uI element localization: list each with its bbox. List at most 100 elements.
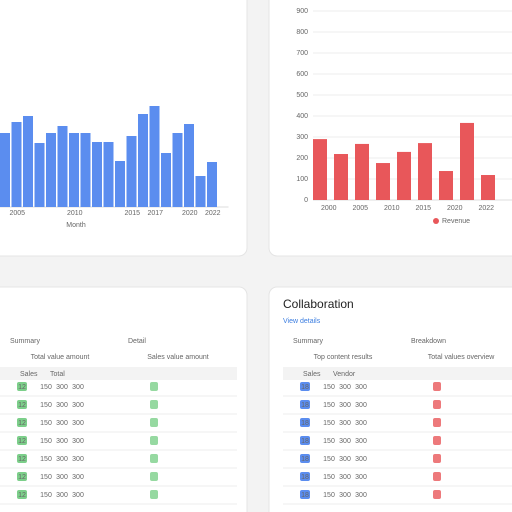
column-header: Total values overview (428, 354, 495, 361)
cell: 300 (72, 384, 84, 391)
cell: 300 (72, 456, 84, 463)
y-tick-label: 800 (296, 29, 308, 36)
x-tick-label: 2020 (447, 205, 463, 212)
badge (300, 472, 310, 481)
cell: 300 (56, 474, 68, 481)
bar (11, 122, 22, 207)
cell: 300 (339, 384, 351, 391)
badge (300, 382, 310, 391)
axis-label: Month (66, 222, 86, 229)
bar (376, 163, 390, 200)
badge (17, 400, 27, 409)
cell: 300 (355, 420, 367, 427)
bar (103, 142, 114, 207)
cell: 300 (355, 402, 367, 409)
badge (300, 454, 310, 463)
link[interactable]: View details (283, 318, 321, 325)
cell: 300 (72, 420, 84, 427)
badge (150, 490, 158, 499)
cell: 18 (301, 420, 309, 427)
cell: 18 (301, 456, 309, 463)
badge (433, 400, 441, 409)
row-header: Sales (20, 371, 38, 378)
section-label: Summary (293, 338, 323, 345)
cell: 300 (72, 402, 84, 409)
cell: 300 (339, 474, 351, 481)
badge (17, 472, 27, 481)
bar (138, 114, 148, 207)
cell: 150 (40, 420, 52, 427)
legend-swatch (433, 218, 439, 224)
cell: 12 (18, 456, 26, 463)
bar (207, 162, 217, 207)
bar (69, 133, 79, 207)
badge (17, 382, 27, 391)
x-tick-label: 2022 (478, 205, 494, 212)
y-tick-label: 200 (296, 155, 308, 162)
cell: 300 (56, 438, 68, 445)
card (0, 286, 248, 512)
cell: 300 (339, 492, 351, 499)
badge (150, 418, 158, 427)
x-tick-label: 2015 (124, 210, 140, 217)
cell: 150 (40, 402, 52, 409)
x-tick-label: 2005 (352, 205, 368, 212)
bar (481, 175, 495, 200)
section-label: Summary (10, 338, 40, 345)
y-tick-label: 100 (296, 176, 308, 183)
bar (397, 151, 411, 200)
cell: 12 (18, 402, 26, 409)
x-tick-label: 2015 (415, 205, 431, 212)
cell: 300 (56, 492, 68, 499)
bar (172, 133, 183, 207)
badge (150, 472, 158, 481)
x-tick-label: 2005 (9, 210, 25, 217)
cell: 150 (323, 384, 335, 391)
cell: 300 (339, 456, 351, 463)
y-tick-label: 600 (296, 71, 308, 78)
badge (17, 454, 27, 463)
cell: 300 (72, 438, 84, 445)
cell: 150 (323, 456, 335, 463)
cell: 300 (72, 492, 84, 499)
bar (355, 143, 369, 200)
bar (34, 143, 45, 207)
bar (92, 142, 102, 207)
cell: 300 (339, 420, 351, 427)
x-tick-label: 2010 (384, 205, 400, 212)
badge (433, 472, 441, 481)
row-header: Sales (303, 371, 321, 378)
cell: 150 (323, 402, 335, 409)
badge (17, 490, 27, 499)
x-tick-label: 2022 (205, 210, 221, 217)
cell: 12 (18, 438, 26, 445)
cell: 12 (18, 474, 26, 481)
cell: 150 (40, 492, 52, 499)
cell: 300 (339, 438, 351, 445)
bar (313, 139, 327, 200)
badge (433, 436, 441, 445)
bar (418, 143, 432, 200)
cell: 150 (323, 438, 335, 445)
cell: 300 (72, 474, 84, 481)
badge (433, 418, 441, 427)
badge (150, 436, 158, 445)
cell: 150 (40, 438, 52, 445)
bar (115, 161, 125, 207)
badge (300, 490, 310, 499)
card (268, 0, 512, 257)
y-tick-label: 400 (296, 113, 308, 120)
cell: 300 (56, 402, 68, 409)
badge (17, 436, 27, 445)
cell: 300 (355, 438, 367, 445)
badge (433, 382, 441, 391)
section-label: Detail (128, 338, 146, 345)
section-label: Breakdown (411, 338, 446, 345)
cell: 150 (323, 492, 335, 499)
badge (300, 418, 310, 427)
cell: 300 (56, 384, 68, 391)
cell: 12 (18, 384, 26, 391)
cell: 150 (323, 474, 335, 481)
bar (126, 136, 137, 207)
